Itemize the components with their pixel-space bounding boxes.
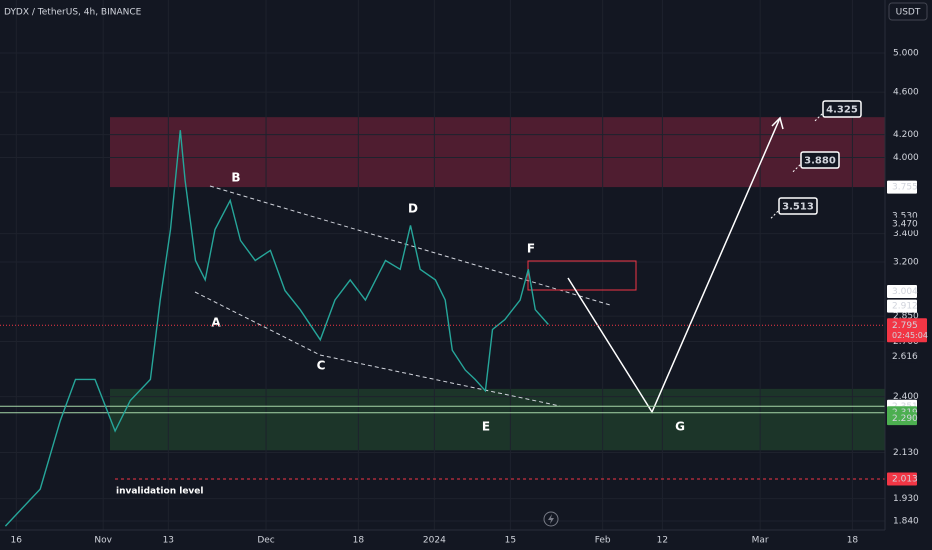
price-label: 2.912 (892, 302, 918, 312)
currency-button[interactable] (888, 2, 928, 21)
x-tick-label: 15 (505, 536, 516, 546)
y-tick-label: 5.000 (893, 49, 919, 59)
y-tick-label: 2.850 (893, 312, 919, 322)
price-label: 2.616 (892, 352, 918, 362)
countdown: 02:45:04 (892, 331, 928, 340)
y-tick-label: 1.840 (893, 517, 919, 527)
x-tick-label: Feb (595, 536, 611, 546)
price-label: 3.530 (892, 212, 918, 222)
price-label: 3.004 (892, 287, 918, 297)
y-tick-label: 3.200 (893, 257, 919, 267)
price-label-bg (887, 472, 917, 486)
y-tick-label: 3.400 (893, 229, 919, 239)
price-label: 3.470 (892, 220, 918, 230)
currency-label[interactable]: USDT (896, 8, 921, 18)
price-label-bg (887, 299, 917, 313)
x-tick-label: Mar (752, 536, 769, 546)
target-label: 3.880 (804, 156, 836, 167)
price-label: 3.755 (892, 183, 918, 193)
current-price-bg (887, 318, 927, 343)
target-leader (792, 159, 806, 173)
y-tick-label: 4.200 (893, 130, 919, 140)
x-tick-label: 18 (847, 536, 859, 546)
wave-label: A (211, 316, 221, 330)
current-price-label: 2.795 (892, 321, 918, 331)
wave-label: D (408, 202, 418, 216)
y-tick-label: 2.400 (893, 392, 919, 402)
x-tick-label: 2024 (423, 536, 446, 546)
price-label: 2.290 (892, 414, 918, 424)
x-tick-label: 16 (11, 536, 23, 546)
invalidation-label: invalidation level (116, 487, 203, 497)
trend-line (319, 354, 561, 407)
target-leader (770, 205, 784, 219)
zone (110, 388, 885, 451)
y-tick-label: 4.000 (893, 153, 919, 163)
wave-label: E (482, 420, 490, 434)
x-tick-label: Dec (257, 536, 274, 546)
price-label-bg (887, 285, 917, 299)
x-tick-label: 18 (353, 536, 365, 546)
price-axis (885, 0, 932, 550)
symbol-title: DYDX / TetherUS, 4h, BINANCE (4, 8, 142, 18)
target-box (822, 100, 862, 118)
wave-label: B (231, 171, 240, 185)
wave-label: G (675, 420, 685, 434)
replay-icon (548, 514, 554, 524)
target-box (800, 151, 840, 169)
target-leader (814, 108, 828, 122)
zone (110, 117, 885, 188)
x-tick-label: Nov (94, 536, 112, 546)
price-label-bg (887, 217, 917, 231)
replay-icon (543, 511, 559, 527)
price-line (4, 130, 549, 527)
x-tick-label: 12 (657, 536, 668, 546)
arrow-head (771, 116, 784, 130)
y-tick-label: 4.600 (893, 88, 919, 98)
target-label: 4.325 (826, 105, 858, 116)
pattern-drawings: A B C D E F G invalidation level (116, 116, 784, 527)
price-label-bg (887, 180, 917, 194)
trend-line (194, 291, 321, 356)
price-label-bg (887, 412, 917, 426)
price-label: 2.013 (892, 474, 918, 484)
y-tick-label: 1.930 (893, 494, 919, 504)
target-box (778, 197, 818, 215)
wave-label: C (317, 359, 326, 373)
projection-arrow (567, 117, 781, 414)
x-tick-label: 13 (163, 536, 174, 546)
target-box (527, 260, 637, 291)
target-label: 3.513 (782, 202, 814, 213)
price-label-bg (887, 349, 917, 363)
y-tick-label: 2.130 (893, 448, 919, 458)
wave-label: F (527, 242, 535, 256)
